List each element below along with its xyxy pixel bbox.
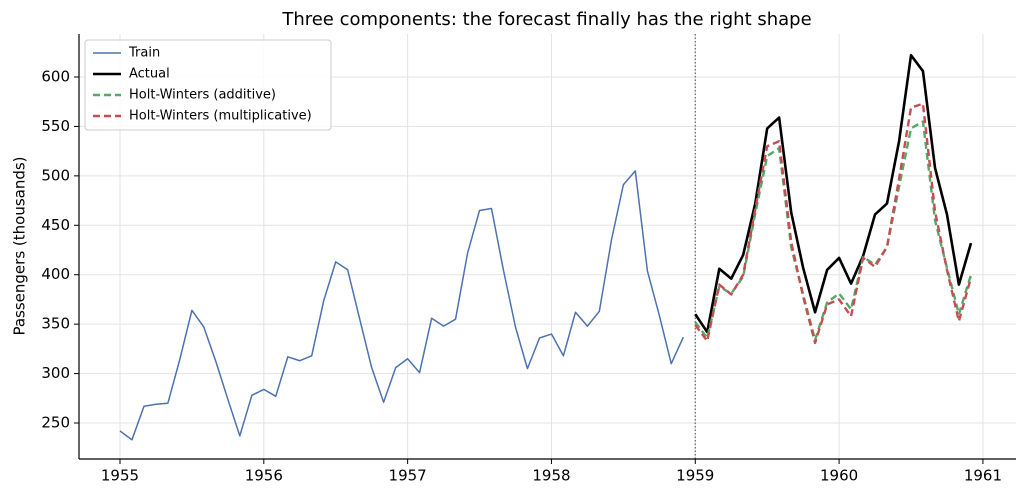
x-tick-label: 1957 bbox=[389, 467, 427, 485]
y-tick-label: 450 bbox=[41, 216, 70, 234]
series-line bbox=[694, 53, 973, 334]
x-tick-label: 1958 bbox=[532, 467, 570, 485]
legend-label: Holt-Winters (additive) bbox=[129, 88, 276, 103]
legend-label: Holt-Winters (multiplicative) bbox=[129, 109, 312, 124]
y-tick-label: 400 bbox=[41, 265, 70, 283]
legend-label: Actual bbox=[129, 67, 170, 82]
y-tick-label: 550 bbox=[41, 117, 70, 135]
grid bbox=[79, 34, 1016, 459]
y-tick-label: 600 bbox=[41, 68, 70, 86]
series-line bbox=[694, 102, 973, 345]
y-axis-label: Passengers (thousands) bbox=[11, 156, 29, 335]
legend-label: Train bbox=[128, 46, 160, 61]
legend: Train Actual Holt-Winters (additive) Holt-W… bbox=[84, 39, 332, 131]
series-line bbox=[119, 170, 685, 441]
legend-frame bbox=[84, 39, 332, 131]
y-tick-label: 250 bbox=[41, 414, 70, 432]
y-tick-label: 300 bbox=[41, 364, 70, 382]
x-tick-label: 1956 bbox=[245, 467, 283, 485]
x-tick-label: 1961 bbox=[964, 467, 1002, 485]
x-tick-label: 1960 bbox=[820, 467, 858, 485]
chart-title: Three components: the forecast finally h… bbox=[281, 9, 811, 30]
x-tick-label: 1959 bbox=[676, 467, 714, 485]
x-tick-label: 1955 bbox=[101, 467, 139, 485]
y-tick-label: 350 bbox=[41, 315, 70, 333]
y-tick-label: 500 bbox=[41, 166, 70, 184]
